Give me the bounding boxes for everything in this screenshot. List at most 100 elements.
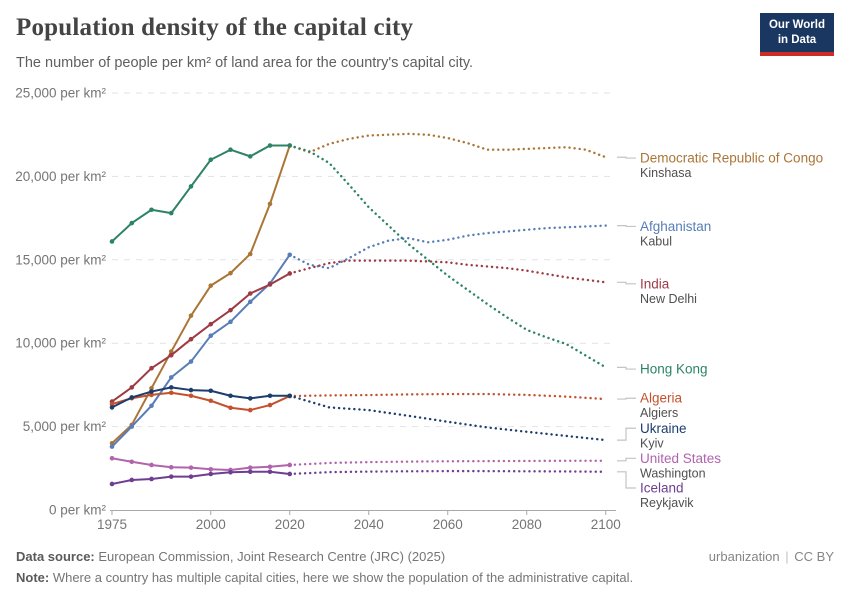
- data-point-marker: [188, 313, 194, 318]
- series-country-label[interactable]: Afghanistan: [640, 219, 711, 234]
- series-label-hong-kong[interactable]: Hong Kong: [640, 362, 708, 377]
- x-axis-tick-label: 1975: [97, 517, 127, 532]
- y-axis-tick-label: 15,000 per km²: [15, 252, 106, 267]
- owid-logo-line2: in Data: [777, 33, 817, 46]
- series-line-india[interactable]: [109, 259, 636, 404]
- data-point-marker: [247, 469, 253, 475]
- x-axis-tick-label: 2020: [275, 517, 305, 532]
- data-point-marker: [267, 201, 273, 207]
- data-point-marker: [228, 270, 233, 276]
- data-point-marker: [247, 465, 253, 470]
- label-connector: [617, 427, 636, 441]
- x-axis-tick-label: 2000: [196, 517, 226, 532]
- series-country-label[interactable]: India: [640, 276, 670, 291]
- series-line-democratic-republic-of-congo[interactable]: [109, 132, 636, 446]
- data-point-marker: [208, 388, 214, 394]
- label-connector: [617, 366, 636, 370]
- series-line-afghanistan[interactable]: [109, 224, 636, 449]
- data-point-marker: [168, 390, 174, 396]
- data-point-marker: [188, 359, 194, 364]
- history-line: [111, 254, 291, 448]
- data-point-marker: [228, 307, 233, 313]
- series-country-label[interactable]: Democratic Republic of Congo: [640, 151, 823, 166]
- page-title: Population density of the capital city: [16, 14, 414, 41]
- projection-line: [288, 394, 607, 442]
- series-line-united-states[interactable]: [109, 455, 636, 473]
- data-point-marker: [109, 239, 115, 244]
- data-point-marker: [168, 352, 174, 358]
- data-point-marker: [247, 251, 253, 257]
- owid-logo-line1: Our World: [768, 19, 825, 32]
- series-city-label: New Delhi: [640, 292, 697, 306]
- series-line-iceland[interactable]: [109, 469, 636, 489]
- license-cc-link[interactable]: CC BY: [794, 549, 834, 564]
- label-connector: [617, 156, 636, 159]
- data-point-marker: [228, 393, 233, 399]
- history-line: [111, 470, 290, 485]
- data-point-marker: [168, 464, 174, 470]
- data-point-marker: [149, 392, 154, 398]
- label-connector: [617, 397, 636, 400]
- data-point-marker: [228, 470, 233, 475]
- label-connector: [617, 225, 636, 228]
- data-point-marker: [168, 349, 174, 354]
- license-separator: |: [785, 549, 789, 564]
- series-country-label[interactable]: United States: [640, 451, 721, 466]
- data-point-marker: [129, 220, 135, 226]
- data-point-marker: [149, 462, 154, 468]
- data-point-marker: [149, 389, 154, 394]
- chart-subtitle: The number of people per km² of land are…: [16, 55, 474, 71]
- series-line-ukraine[interactable]: [109, 385, 636, 442]
- series-country-label[interactable]: Ukraine: [640, 421, 687, 436]
- series-line-algeria[interactable]: [109, 390, 636, 413]
- projection-line: [288, 259, 607, 284]
- y-axis-tick-label: 0 per km²: [49, 503, 107, 518]
- x-axis: 1975 2000 2020 2040 2060 2080 2100: [97, 510, 621, 532]
- series-line-hong-kong[interactable]: [109, 143, 636, 370]
- data-point-marker: [267, 282, 273, 287]
- data-point-marker: [168, 210, 174, 216]
- owid-logo[interactable]: Our World in Data: [760, 13, 834, 56]
- data-point-marker: [149, 403, 154, 409]
- license-topic-link[interactable]: urbanization: [708, 549, 780, 564]
- series-city-label: Kinshasa: [640, 166, 691, 180]
- data-point-marker: [149, 365, 154, 371]
- history-line: [111, 145, 291, 445]
- data-point-marker: [188, 184, 194, 189]
- data-point-marker: [149, 207, 154, 213]
- y-axis-tick-label: 10,000 per km²: [15, 336, 106, 351]
- data-point-marker: [109, 401, 115, 407]
- data-point-marker: [109, 455, 115, 461]
- data-point-marker: [129, 459, 135, 465]
- series-country-label[interactable]: Iceland: [640, 480, 684, 495]
- data-point-marker: [267, 143, 273, 148]
- data-point-marker: [149, 385, 154, 391]
- y-gridlines: 0 per km² 5,000 per km² 10,000 per km² 15,0…: [15, 86, 615, 518]
- label-connector: [617, 471, 636, 489]
- x-axis-tick-label: 2080: [512, 517, 542, 532]
- data-point-marker: [149, 476, 154, 482]
- x-axis-tick-label: 2100: [591, 517, 621, 532]
- data-point-marker: [228, 405, 233, 411]
- label-connector: [617, 457, 636, 462]
- data-point-marker: [109, 405, 115, 410]
- x-axis-tick-label: 2060: [433, 517, 463, 532]
- data-source-text: European Commission, Joint Research Cent…: [94, 549, 446, 564]
- series-country-label[interactable]: Hong Kong: [640, 362, 708, 377]
- data-point-marker: [247, 299, 253, 305]
- data-point-marker: [129, 385, 135, 390]
- data-point-marker: [168, 385, 174, 390]
- data-point-marker: [109, 444, 115, 449]
- data-point-marker: [208, 321, 214, 327]
- projection-line: [288, 132, 607, 159]
- series-country-label[interactable]: Algeria: [640, 391, 683, 406]
